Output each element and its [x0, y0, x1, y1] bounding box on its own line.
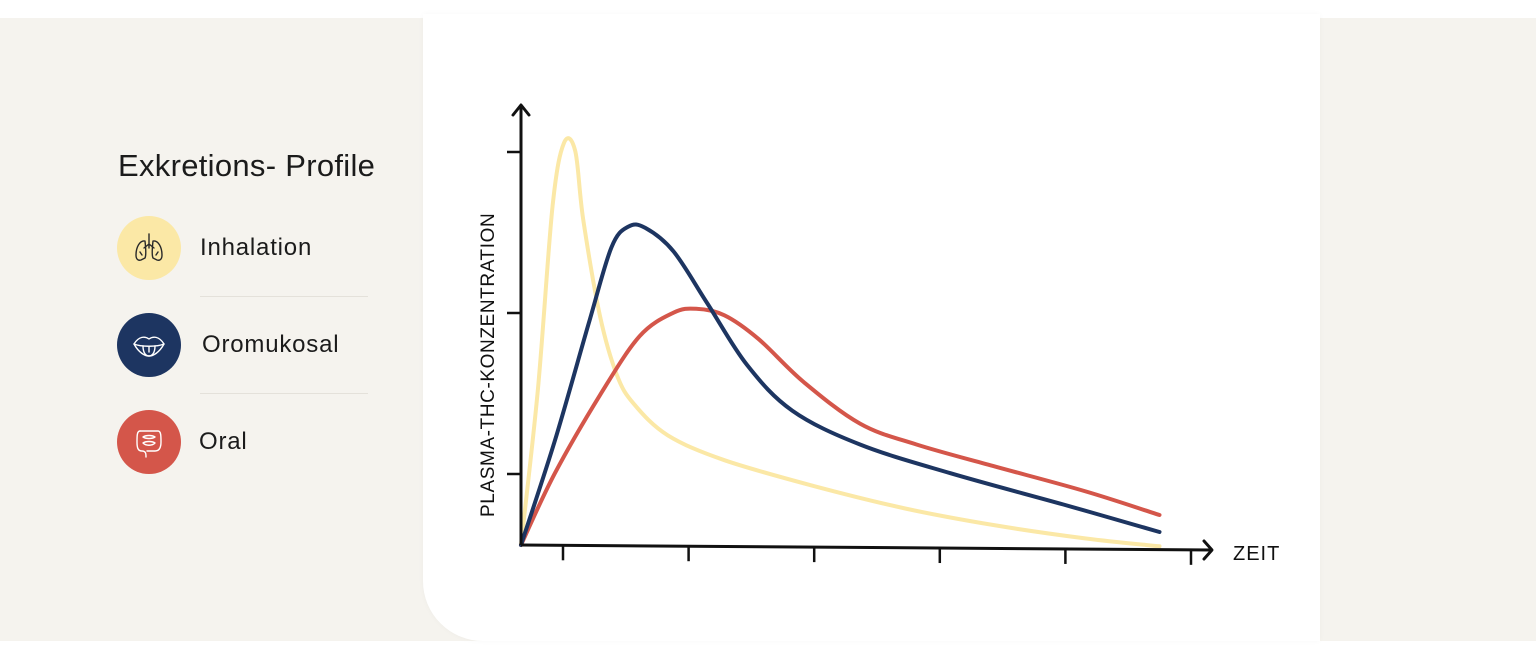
series-line-inhalation: [519, 136, 1162, 549]
x-axis: [520, 543, 1213, 552]
x-axis-label: ZEIT: [1233, 543, 1280, 565]
intestines-icon: [117, 410, 181, 474]
legend-title: Exkretions- Profile: [118, 148, 376, 183]
legend-item-inhalation: Inhalation: [117, 216, 377, 280]
y-axis-label: PLASMA-THC-KONZENTRATION: [478, 213, 499, 517]
chart-card: [423, 14, 1320, 641]
legend-item-oral: Oral: [117, 410, 377, 474]
mouth-tongue-icon: [117, 313, 181, 377]
legend-label-oromukosal: Oromukosal: [202, 331, 340, 358]
legend-divider: [200, 296, 368, 297]
legend-item-oromukosal: Oromukosal: [117, 313, 377, 377]
legend-label-inhalation: Inhalation: [200, 234, 313, 261]
lungs-icon: [117, 216, 181, 280]
series-line-oromukosal: [519, 222, 1162, 547]
series-line-oral: [519, 306, 1162, 547]
y-axis-arrow: [511, 103, 531, 117]
x-axis-arrow: [1202, 539, 1214, 561]
legend-label-oral: Oral: [199, 428, 248, 455]
legend-divider: [200, 393, 368, 394]
